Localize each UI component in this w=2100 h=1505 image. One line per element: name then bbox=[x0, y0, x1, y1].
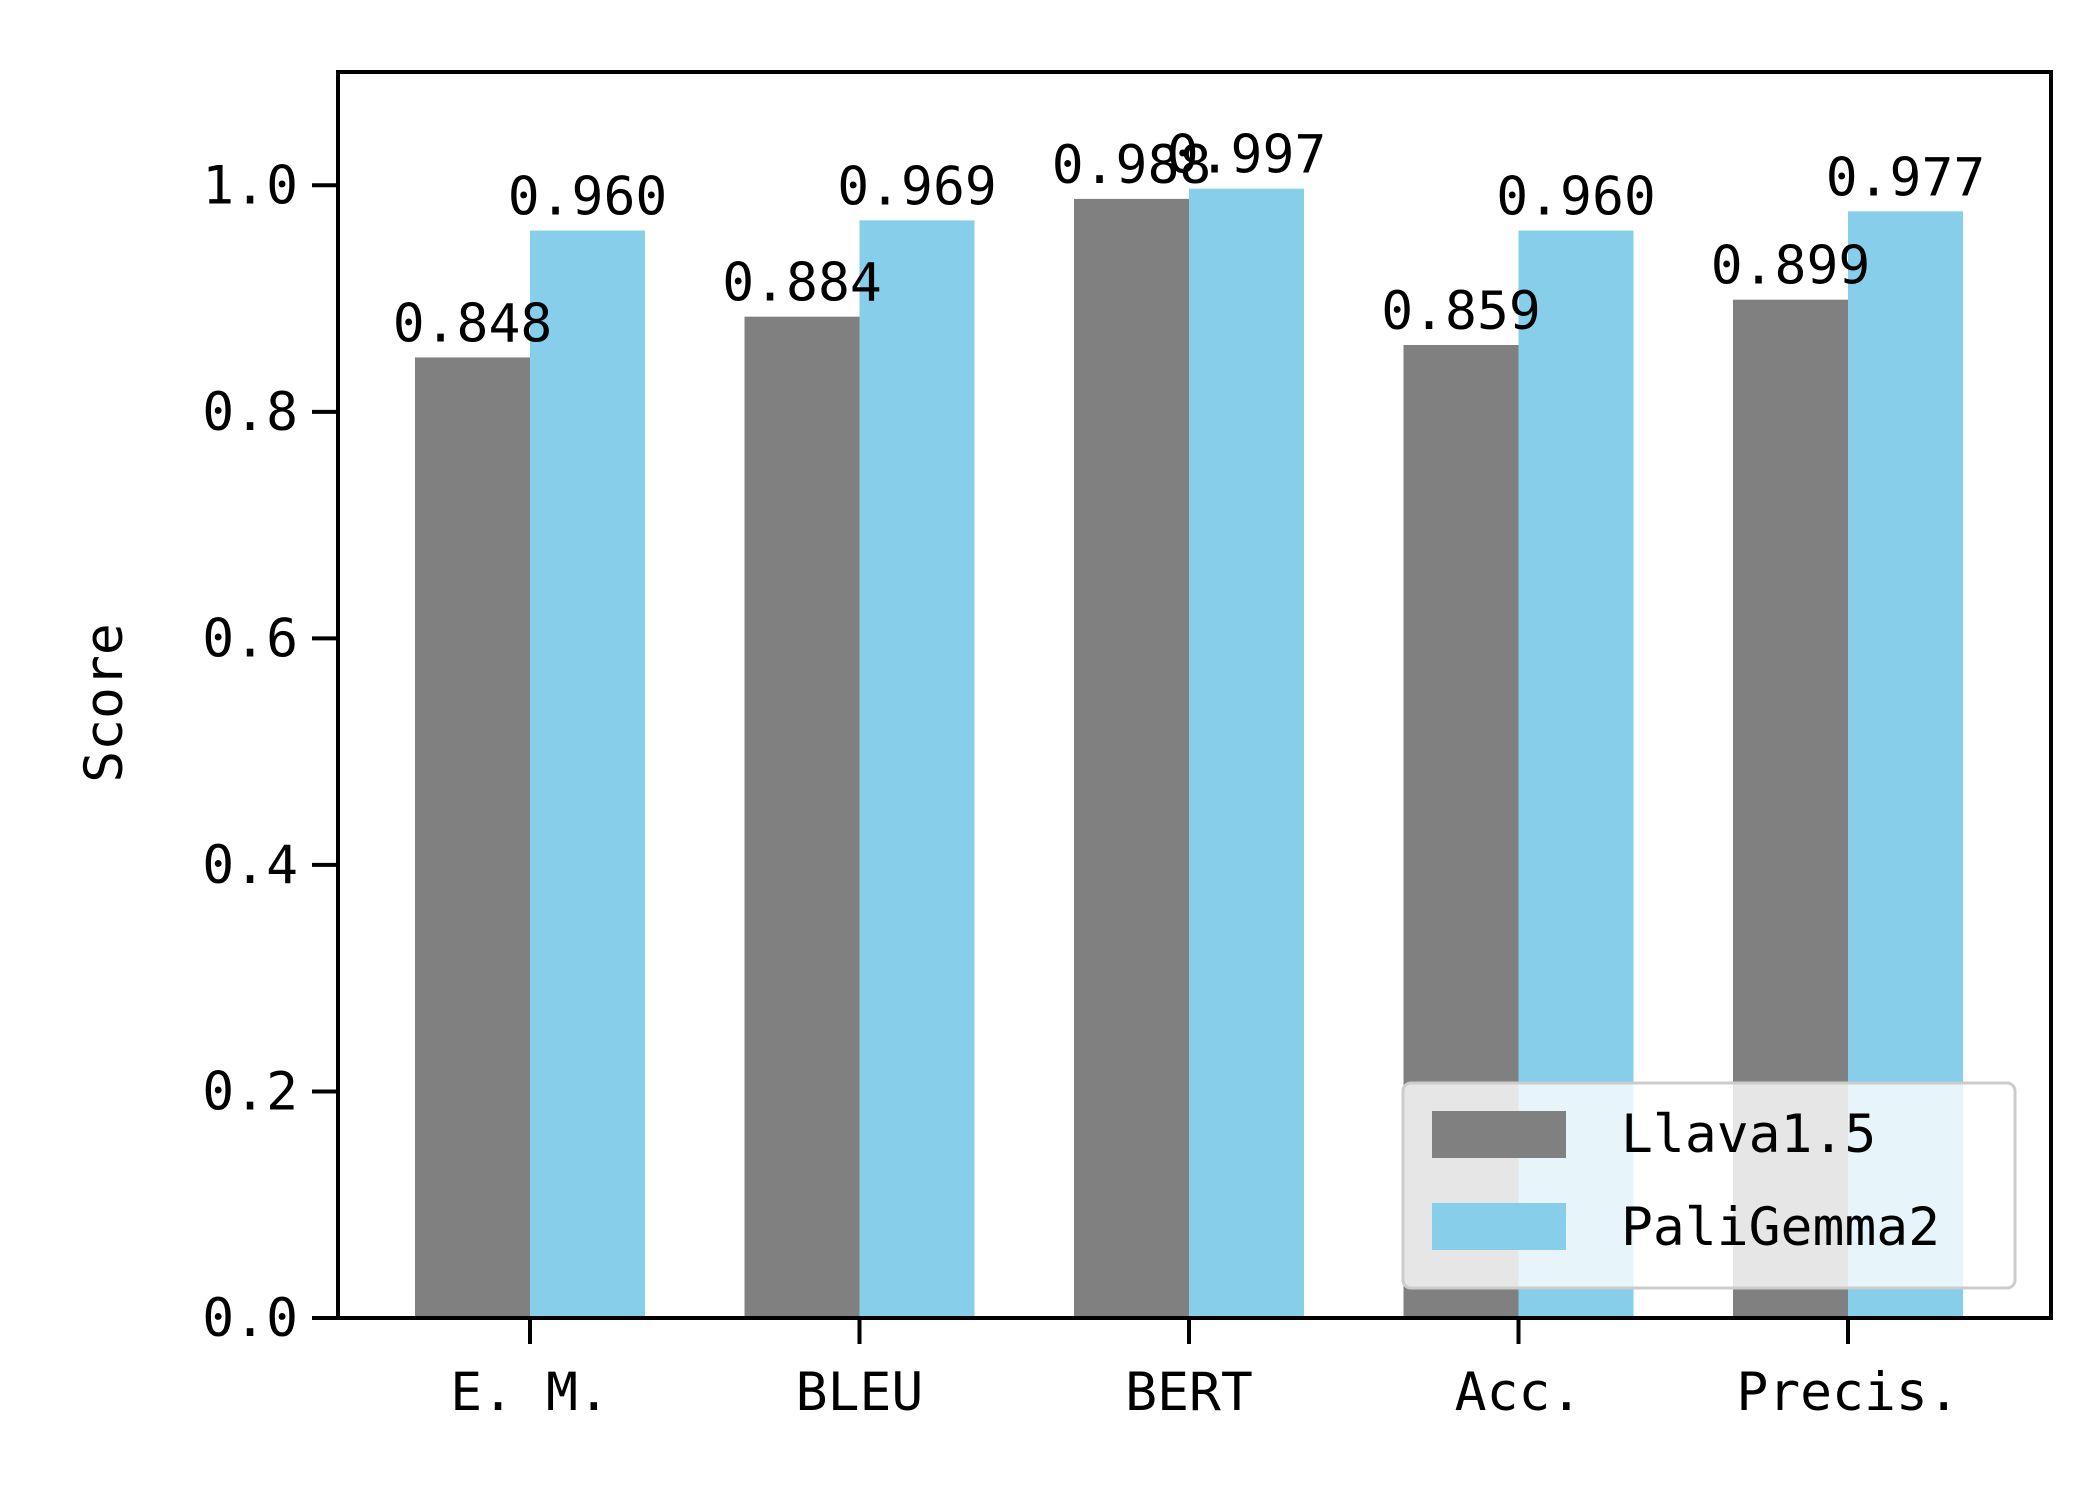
data-label-llava15-precis: 0.899 bbox=[1711, 236, 1871, 297]
bar-paligemma2-bert bbox=[1189, 188, 1304, 1319]
data-label-llava15-bleu: 0.884 bbox=[722, 253, 882, 314]
plot-area-frame bbox=[336, 70, 2053, 1320]
legend-label-paligemma: PaliGemma2 bbox=[1621, 1197, 1940, 1258]
y-axis: 0.0 0.2 0.4 0.6 0.8 1.0 bbox=[202, 155, 338, 1349]
data-label-paligemma2-acc: 0.960 bbox=[1496, 167, 1656, 228]
legend-swatch-paligemma bbox=[1432, 1203, 1566, 1250]
bar-llava15-bert bbox=[1074, 198, 1189, 1318]
data-label-paligemma2-bert: 0.997 bbox=[1167, 125, 1327, 186]
x-tick-label: Acc. bbox=[1455, 1362, 1583, 1423]
data-label-llava15-acc: 0.859 bbox=[1381, 281, 1541, 342]
y-tick-label: 0.0 bbox=[202, 1288, 298, 1349]
y-tick-label: 0.2 bbox=[202, 1061, 298, 1122]
data-label-paligemma2-e-m: 0.960 bbox=[508, 167, 668, 228]
bar-paligemma2-bleu bbox=[859, 220, 975, 1319]
y-tick-label: 0.8 bbox=[202, 382, 298, 443]
y-axis-title: Score bbox=[74, 623, 135, 783]
x-axis: E. M. BLEU BERT Acc. Precis. bbox=[450, 1318, 1960, 1423]
legend-label-llava: Llava1.5 bbox=[1621, 1104, 1876, 1165]
legend: Llava1.5 PaliGemma2 bbox=[1401, 1081, 2017, 1290]
x-tick-label: BLEU bbox=[796, 1362, 924, 1423]
bar-llava15-e-m bbox=[415, 357, 530, 1318]
y-tick-label: 0.6 bbox=[202, 608, 298, 669]
bar-paligemma2-e-m bbox=[530, 230, 645, 1319]
legend-swatch-llava bbox=[1432, 1111, 1566, 1158]
y-tick-label: 1.0 bbox=[202, 155, 298, 216]
x-tick-label: BERT bbox=[1125, 1362, 1253, 1423]
data-label-llava15-e-m: 0.848 bbox=[393, 293, 553, 354]
data-label-paligemma2-precis: 0.977 bbox=[1826, 147, 1986, 208]
x-tick-label: E. M. bbox=[450, 1362, 610, 1423]
data-label-paligemma2-bleu: 0.969 bbox=[837, 156, 997, 217]
x-tick-label: Precis. bbox=[1736, 1362, 1959, 1423]
data-label-llava15-bert: 0.988 bbox=[1052, 135, 1212, 196]
y-tick-label: 0.4 bbox=[202, 835, 298, 896]
bar-llava15-bleu bbox=[744, 316, 860, 1319]
